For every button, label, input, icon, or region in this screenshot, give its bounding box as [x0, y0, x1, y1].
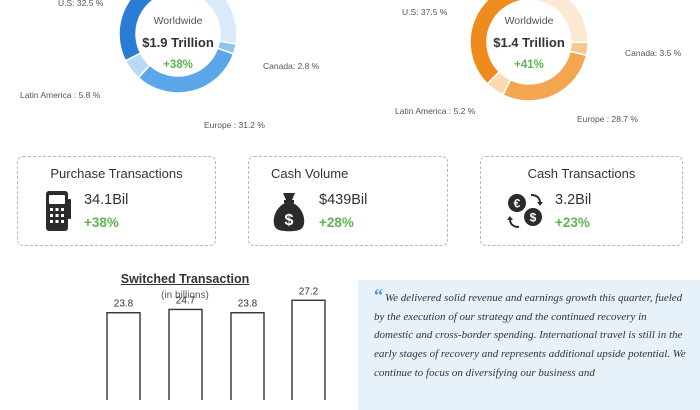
quote-text: We delivered solid revenue and earnings …: [374, 292, 686, 379]
donut-center-right: Worldwide $1.4 Trillion +41%: [479, 15, 579, 71]
bar-value-label: 23.8: [114, 299, 134, 310]
ceo-quote: “We delivered solid revenue and earnings…: [358, 280, 700, 410]
card-title: Purchase Transactions: [50, 166, 183, 181]
slice-label-canada: Canada: 2.8 %: [263, 61, 320, 71]
svg-text:$: $: [530, 211, 537, 225]
card-change: +38%: [84, 215, 119, 230]
donut-slice-u-s: [118, 0, 155, 62]
card-cash-transactions: Cash Transactions € $ 3.2Bil +23%: [480, 156, 683, 246]
card-terminal-icon: [46, 191, 71, 231]
bar-value-label: 23.8: [238, 299, 258, 310]
donut-chart-left: [118, 0, 238, 94]
donut-chart-right: [469, 0, 589, 102]
quote-mark-icon: “: [374, 285, 383, 305]
switched-transaction-bar-chart: 23.8 24.7 23.8 27.2: [106, 286, 326, 400]
slice-label-us: U.S: 37.5 %: [402, 7, 448, 17]
card-title: Cash Transactions: [527, 166, 636, 181]
slice-label-europe: Europe : 28.7 %: [577, 114, 638, 124]
donut-caption: Worldwide: [504, 15, 554, 27]
bar: [168, 308, 203, 400]
card-cash-volume: Cash Volume $ $439Bil +28%: [248, 156, 448, 246]
currency-exchange-icon: € $: [507, 194, 543, 228]
bar-chart-subtitle: (in billions): [161, 290, 209, 301]
donut-center-left: Worldwide $1.9 Trillion +38%: [128, 15, 228, 71]
slice-label-canada: Canada: 3.5 %: [625, 48, 682, 58]
worldwide-donut-right: Worldwide $1.4 Trillion +41% U.S: 37.5 %…: [350, 0, 700, 140]
donut-slice-u-s: [469, 0, 530, 85]
svg-text:$: $: [285, 212, 294, 229]
money-bag-icon: $: [273, 193, 305, 232]
donut-total: $1.9 Trillion: [142, 35, 214, 50]
card-title: Cash Volume: [271, 166, 349, 181]
bar-value-label: 27.2: [299, 286, 319, 297]
bar-value-label: 24.7: [176, 295, 196, 306]
card-change: +23%: [555, 215, 590, 230]
bar: [230, 312, 265, 400]
card-change: +28%: [319, 215, 354, 230]
card-value: 3.2Bil: [555, 192, 592, 208]
slice-label-us: U.S: 32.5 %: [58, 0, 104, 8]
donut-caption: Worldwide: [153, 15, 203, 27]
donut-change: +38%: [163, 59, 193, 71]
bar: [106, 312, 141, 400]
card-value: $439Bil: [319, 192, 368, 208]
slice-label-latam: Latin America : 5.8 %: [20, 90, 101, 100]
bar: [291, 299, 326, 400]
bar-chart-title: Switched Transaction: [120, 272, 250, 286]
card-purchase-transactions: Purchase Transactions 34.1Bil +38%: [17, 156, 216, 246]
worldwide-donut-left: Worldwide $1.9 Trillion +38% U.S: 32.5 %…: [0, 0, 350, 140]
slice-label-europe: Europe : 31.2 %: [204, 120, 265, 130]
donut-total: $1.4 Trillion: [493, 35, 565, 50]
slice-label-latam: Latin America : 5.2 %: [395, 106, 476, 116]
card-value: 34.1Bil: [84, 192, 129, 208]
donut-change: +41%: [514, 59, 544, 71]
svg-text:€: €: [514, 197, 521, 211]
